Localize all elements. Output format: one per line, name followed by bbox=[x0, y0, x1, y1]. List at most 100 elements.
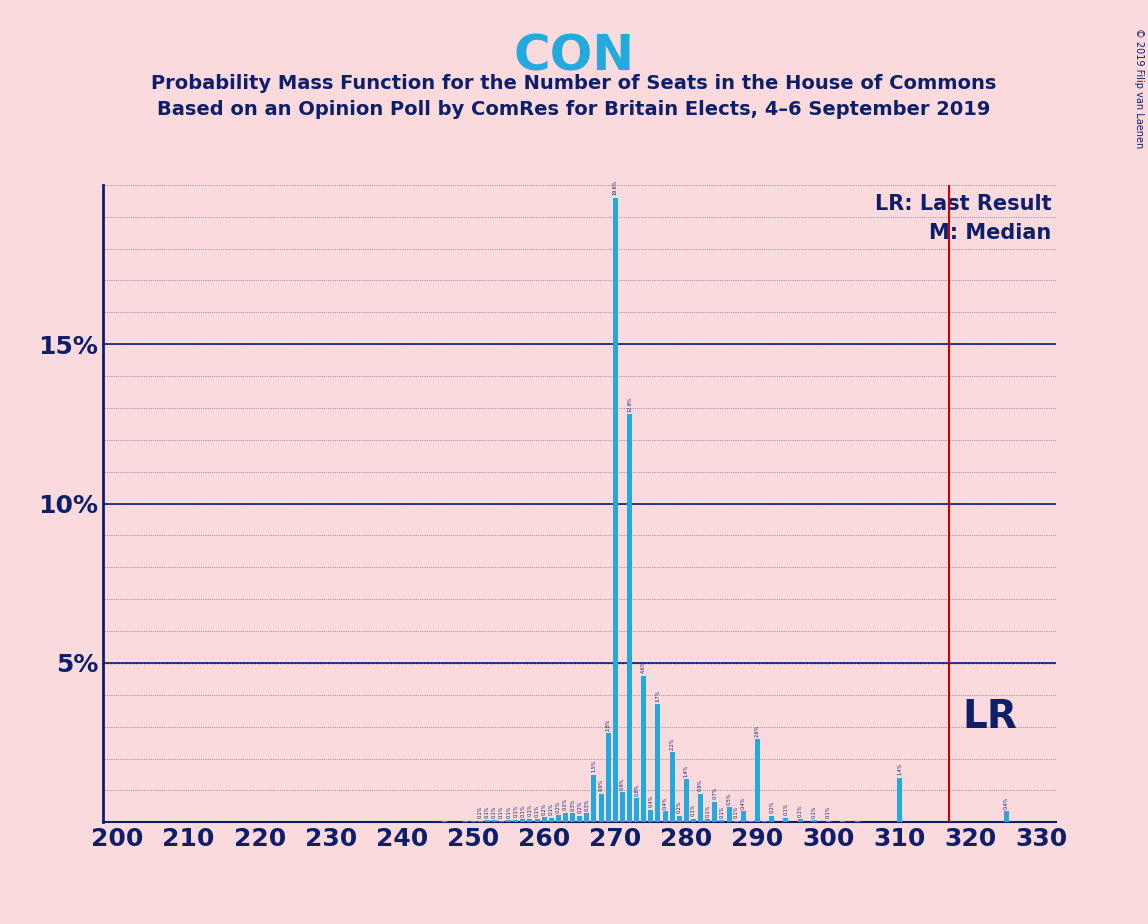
Bar bbox=[705, 820, 711, 822]
Bar bbox=[769, 816, 774, 822]
Text: 0.4%: 0.4% bbox=[649, 795, 653, 807]
Text: 1.4%: 1.4% bbox=[898, 763, 902, 775]
Bar bbox=[727, 807, 731, 822]
Text: 0.1%: 0.1% bbox=[734, 806, 738, 819]
Bar bbox=[556, 815, 561, 822]
Text: 0.1%: 0.1% bbox=[484, 806, 490, 818]
Bar bbox=[549, 818, 553, 822]
Bar bbox=[591, 774, 597, 822]
Bar bbox=[442, 821, 447, 822]
Bar bbox=[577, 816, 582, 822]
Text: 0.9%: 0.9% bbox=[698, 779, 703, 791]
Bar bbox=[598, 794, 604, 822]
Bar bbox=[854, 821, 860, 822]
Text: 0.2%: 0.2% bbox=[556, 800, 561, 813]
Bar bbox=[484, 821, 490, 822]
Bar bbox=[740, 811, 746, 822]
Text: Probability Mass Function for the Number of Seats in the House of Commons: Probability Mass Function for the Number… bbox=[152, 74, 996, 93]
Bar bbox=[499, 821, 504, 822]
Bar bbox=[478, 821, 482, 822]
Bar bbox=[571, 813, 575, 822]
Text: 2.8%: 2.8% bbox=[606, 718, 611, 731]
Bar bbox=[840, 821, 845, 822]
Text: © 2019 Filip van Laenen: © 2019 Filip van Laenen bbox=[1134, 28, 1143, 148]
Bar bbox=[506, 821, 511, 822]
Bar bbox=[691, 819, 696, 822]
Text: 0.1%: 0.1% bbox=[549, 803, 553, 815]
Text: 3.7%: 3.7% bbox=[656, 689, 660, 702]
Text: 0.1%: 0.1% bbox=[783, 803, 789, 815]
Text: 0.8%: 0.8% bbox=[634, 784, 639, 796]
Bar bbox=[513, 820, 518, 822]
Bar bbox=[656, 704, 660, 822]
Bar bbox=[634, 798, 639, 822]
Text: 0.3%: 0.3% bbox=[571, 798, 575, 811]
Bar bbox=[464, 821, 468, 822]
Text: 0.2%: 0.2% bbox=[769, 801, 774, 813]
Bar bbox=[649, 809, 653, 822]
Bar bbox=[527, 819, 533, 822]
Bar bbox=[684, 779, 689, 822]
Text: 0.1%: 0.1% bbox=[499, 806, 504, 819]
Bar bbox=[613, 198, 618, 822]
Bar bbox=[542, 817, 546, 822]
Text: LR: Last Result: LR: Last Result bbox=[875, 194, 1052, 214]
Text: 1.5%: 1.5% bbox=[591, 760, 597, 772]
Bar bbox=[762, 821, 767, 822]
Bar bbox=[747, 821, 753, 822]
Text: 0.1%: 0.1% bbox=[812, 805, 817, 818]
Text: 1.4%: 1.4% bbox=[684, 764, 689, 777]
Text: 0.2%: 0.2% bbox=[542, 802, 546, 815]
Bar bbox=[734, 821, 738, 822]
Bar bbox=[662, 811, 667, 822]
Text: 4.6%: 4.6% bbox=[642, 661, 646, 674]
Text: CON: CON bbox=[513, 32, 635, 80]
Text: 2.2%: 2.2% bbox=[669, 737, 675, 749]
Text: 0.1%: 0.1% bbox=[527, 804, 533, 816]
Bar bbox=[620, 792, 625, 822]
Bar bbox=[698, 794, 703, 822]
Text: 0.3%: 0.3% bbox=[563, 797, 568, 810]
Text: 12.8%: 12.8% bbox=[627, 396, 633, 412]
Bar bbox=[584, 813, 589, 822]
Bar bbox=[535, 820, 540, 822]
Bar bbox=[1003, 811, 1009, 822]
Text: 0.4%: 0.4% bbox=[1003, 796, 1009, 808]
Text: 0.1%: 0.1% bbox=[491, 806, 497, 818]
Bar bbox=[669, 752, 675, 822]
Bar bbox=[812, 821, 817, 822]
Text: Based on an Opinion Poll by ComRes for Britain Elects, 4–6 September 2019: Based on an Opinion Poll by ComRes for B… bbox=[157, 100, 991, 119]
Bar bbox=[606, 733, 611, 822]
Text: 0.1%: 0.1% bbox=[535, 804, 540, 817]
Text: 0.1%: 0.1% bbox=[506, 805, 511, 818]
Text: 0.1%: 0.1% bbox=[520, 804, 526, 817]
Bar bbox=[471, 821, 475, 822]
Bar bbox=[492, 821, 497, 822]
Text: 0.7%: 0.7% bbox=[713, 786, 718, 799]
Text: 0.3%: 0.3% bbox=[584, 798, 589, 811]
Text: 0.1%: 0.1% bbox=[478, 806, 482, 819]
Bar bbox=[755, 739, 760, 822]
Text: 0.9%: 0.9% bbox=[598, 779, 604, 791]
Text: 0.9%: 0.9% bbox=[620, 777, 625, 789]
Text: 19.6%: 19.6% bbox=[613, 179, 618, 195]
Bar bbox=[898, 778, 902, 822]
Text: 0.1%: 0.1% bbox=[720, 806, 724, 818]
Text: 0.1%: 0.1% bbox=[827, 806, 831, 819]
Text: 0.1%: 0.1% bbox=[798, 804, 802, 817]
Bar bbox=[720, 821, 724, 822]
Text: 0.1%: 0.1% bbox=[691, 804, 696, 816]
Text: 0.4%: 0.4% bbox=[662, 796, 668, 808]
Text: LR: LR bbox=[962, 699, 1017, 736]
Text: 0.2%: 0.2% bbox=[577, 801, 582, 813]
Bar bbox=[827, 821, 831, 822]
Text: 0.1%: 0.1% bbox=[513, 805, 518, 817]
Text: 0.5%: 0.5% bbox=[727, 792, 731, 805]
Bar bbox=[520, 820, 526, 822]
Bar bbox=[783, 818, 789, 822]
Text: M: Median: M: Median bbox=[929, 223, 1052, 243]
Text: 0.1%: 0.1% bbox=[705, 805, 711, 817]
Bar bbox=[642, 675, 646, 822]
Text: 0.4%: 0.4% bbox=[740, 796, 746, 808]
Bar bbox=[677, 816, 682, 822]
